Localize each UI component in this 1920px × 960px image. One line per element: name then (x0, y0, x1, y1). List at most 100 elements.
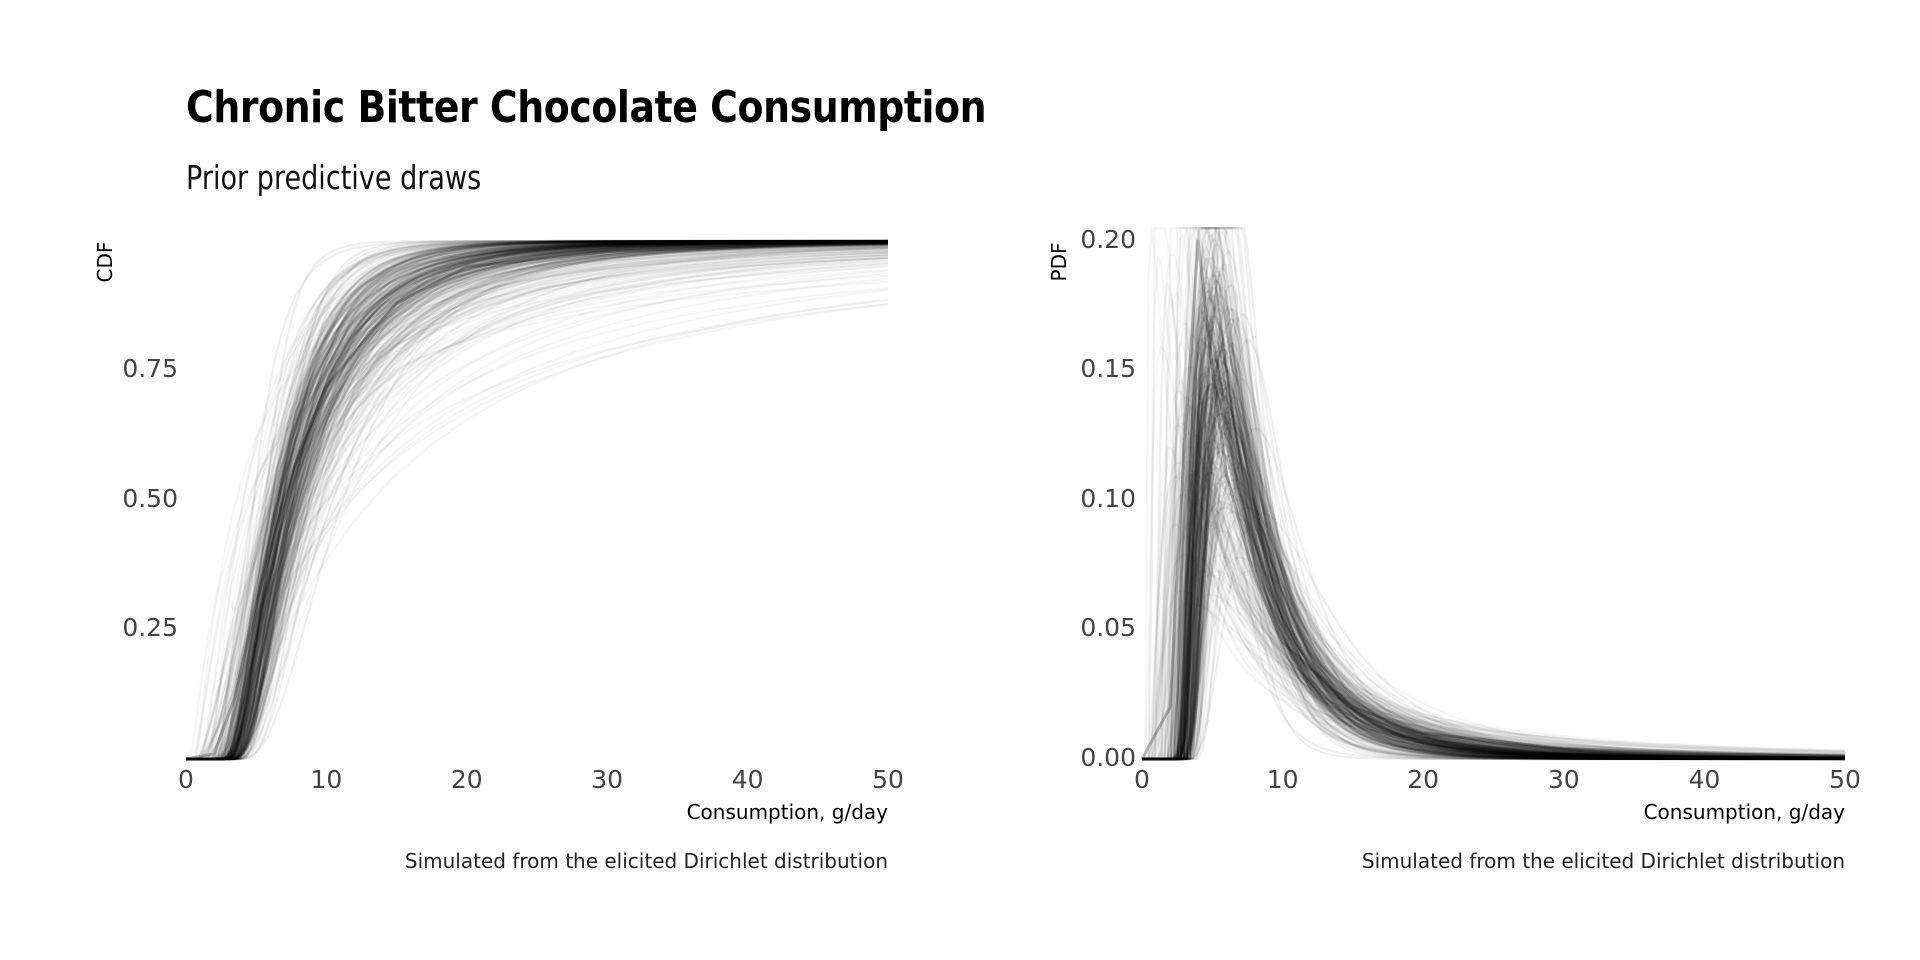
pdf-draw-line (1142, 391, 1845, 761)
pdf-draw-line (1142, 377, 1845, 761)
pdf-draw-line (1142, 278, 1845, 761)
pdf-draw-line (1142, 395, 1846, 761)
pdf-draw-line (1142, 417, 1845, 761)
pdf-draw-line (1142, 338, 1845, 761)
cdf-draw-line (186, 240, 888, 761)
cdf-draw-line (186, 240, 888, 761)
pdf-draw-line (1142, 478, 1845, 761)
pdf-draw-line (1142, 272, 1845, 761)
cdf-draw-line (186, 240, 888, 761)
cdf-draw-line (186, 239, 888, 761)
pdf-draw-line (1142, 303, 1845, 761)
pdf-draw-line (1142, 378, 1846, 761)
cdf-draw-line (186, 242, 888, 761)
cdf-draw-line (186, 240, 889, 761)
pdf-draw-line (1142, 367, 1845, 761)
cdf-draw-line (186, 240, 888, 761)
pdf-draw-line (1142, 440, 1845, 761)
cdf-draw-line (186, 242, 889, 761)
pdf-draw-line (1142, 227, 1845, 761)
cdf-draw-line (186, 240, 888, 761)
pdf-draw-line (1142, 406, 1846, 761)
pdf-draw-line (1142, 283, 1845, 761)
cdf-draw-line (186, 245, 888, 761)
cdf-draw-line (186, 240, 888, 761)
cdf-draw-line (186, 240, 888, 761)
pdf-draw-line (1142, 471, 1846, 761)
pdf-x-tick-50: 50 (1829, 765, 1861, 794)
pdf-draw-line (1142, 345, 1845, 761)
cdf-draw-line (186, 240, 888, 761)
cdf-draw-line (186, 240, 888, 761)
cdf-y-tick-050: 0.50 (122, 484, 178, 513)
pdf-x-tick-0: 0 (1134, 765, 1150, 794)
pdf-draw-line (1142, 424, 1845, 761)
pdf-draw-line (1142, 431, 1846, 761)
cdf-draw-line (186, 240, 888, 761)
cdf-draw-line (186, 239, 888, 761)
pdf-draw-line (1142, 306, 1845, 761)
pdf-draw-line (1142, 306, 1845, 761)
pdf-draw-line (1142, 313, 1845, 761)
pdf-draw-line (1142, 387, 1845, 761)
cdf-draw-line (186, 242, 888, 761)
cdf-draw-line (186, 239, 888, 761)
pdf-panel: PDF 0.00 0.05 0.10 0.15 0.20 0 10 20 30 … (1047, 225, 1861, 873)
pdf-draw-line (1142, 406, 1846, 761)
pdf-draw-line (1142, 286, 1845, 761)
cdf-draw-line (186, 240, 888, 761)
pdf-draw-line (1142, 322, 1845, 761)
pdf-draw-line (1142, 350, 1845, 761)
cdf-draw-line (186, 240, 888, 761)
pdf-draw-line (1142, 393, 1845, 761)
cdf-draw-line (186, 239, 888, 761)
pdf-draw-line (1142, 340, 1845, 761)
pdf-draw-line (1142, 264, 1845, 761)
pdf-draw-line (1142, 506, 1846, 761)
pdf-draw-line (1142, 301, 1845, 761)
cdf-draw-line (186, 242, 889, 761)
pdf-draw-line (1142, 377, 1845, 761)
pdf-draw-line (1142, 322, 1845, 761)
cdf-draw-line (186, 240, 888, 761)
cdf-draw-line (186, 240, 888, 761)
pdf-draw-line (1142, 454, 1845, 761)
cdf-draw-line (186, 240, 888, 761)
cdf-draw-line (186, 240, 888, 761)
cdf-draw-line (186, 241, 888, 761)
cdf-draw-line (186, 240, 888, 761)
cdf-draw-line (186, 242, 888, 761)
cdf-draw-line (186, 242, 889, 761)
cdf-draw-line (186, 240, 888, 761)
cdf-draw-line (186, 245, 888, 761)
pdf-draw-line (1142, 257, 1845, 761)
pdf-draw-line (1142, 286, 1845, 761)
pdf-draws (1140, 225, 1846, 761)
cdf-draw-line (186, 240, 888, 761)
cdf-draw-line (186, 240, 888, 761)
pdf-x-tick-10: 10 (1267, 765, 1299, 794)
cdf-draw-line (186, 240, 888, 761)
cdf-draw-line (186, 242, 889, 761)
pdf-draw-line (1142, 381, 1845, 761)
pdf-draw-line (1142, 401, 1846, 761)
cdf-draw-line (186, 240, 888, 761)
cdf-draw-line (186, 240, 888, 761)
pdf-draw-line (1142, 315, 1845, 761)
cdf-draw-line (186, 240, 888, 761)
pdf-draw-line (1142, 427, 1845, 761)
pdf-draw-line (1142, 443, 1845, 761)
cdf-draw-line (186, 240, 888, 761)
cdf-draw-line (186, 239, 888, 761)
pdf-draw-line (1142, 412, 1845, 761)
pdf-draw-line (1142, 440, 1845, 761)
pdf-draw-line (1142, 393, 1845, 761)
cdf-draw-line (186, 240, 888, 761)
pdf-draw-line (1142, 359, 1845, 761)
cdf-panel: CDF 0.25 0.50 0.75 0 10 20 30 40 50 Cons… (93, 239, 904, 873)
cdf-draw-line (186, 240, 888, 761)
pdf-draw-line (1142, 281, 1845, 761)
pdf-draw-line (1142, 296, 1845, 761)
cdf-draw-line (186, 247, 889, 761)
pdf-draw-line (1142, 380, 1845, 761)
